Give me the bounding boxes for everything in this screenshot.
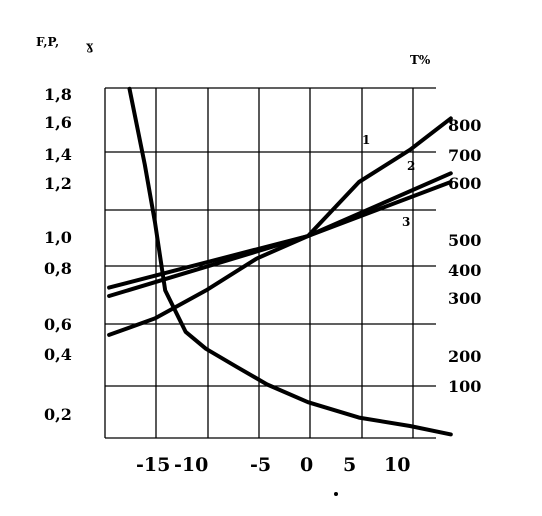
- right-tick-label: 100: [448, 377, 481, 396]
- x-tick-label: 0: [300, 454, 313, 476]
- left-tick-label: 0,4: [44, 345, 72, 364]
- left-tick-label: 1,2: [44, 174, 72, 193]
- left-axis-symbol-icon: ɣ: [86, 39, 94, 53]
- right-tick-label: 200: [448, 347, 481, 366]
- right-tick-label: 300: [448, 289, 481, 308]
- left-tick-label: 1,6: [44, 113, 72, 132]
- series-line-4: [127, 86, 453, 437]
- series-line-3: [107, 180, 453, 290]
- stray-dot-icon: [334, 492, 338, 496]
- x-tick-label: -10: [174, 454, 208, 476]
- x-tick-label: 10: [384, 454, 410, 476]
- left-tick-label: 1,8: [44, 85, 72, 104]
- left-tick-label: 0,6: [44, 315, 72, 334]
- left-tick-label: 1,0: [44, 228, 72, 247]
- series-line-1: [107, 116, 453, 337]
- curve-label-3: 3: [402, 215, 410, 229]
- curve-label-1: 1: [362, 133, 370, 147]
- curves: [107, 86, 453, 437]
- right-tick-label: 500: [448, 231, 481, 250]
- left-axis-label: F,P,: [36, 35, 59, 49]
- labels: 1,8 1,6 1,4 1,2 1,0 0,8 0,6 0,4 0,2 800 700 600 500 4…: [44, 85, 481, 496]
- right-tick-label: 400: [448, 261, 481, 280]
- right-tick-label: 700: [448, 146, 481, 165]
- x-tick-label: 5: [343, 454, 356, 476]
- right-axis-label: T%: [410, 53, 431, 67]
- right-tick-label: 600: [448, 174, 481, 193]
- x-tick-label: -5: [250, 454, 271, 476]
- right-tick-label: 800: [448, 116, 481, 135]
- curve-label-2: 2: [407, 159, 415, 173]
- series-line-2: [107, 171, 453, 298]
- left-tick-label: 1,4: [44, 145, 72, 164]
- left-tick-label: 0,2: [44, 405, 72, 424]
- x-tick-label: -15: [136, 454, 170, 476]
- left-tick-label: 0,8: [44, 259, 72, 278]
